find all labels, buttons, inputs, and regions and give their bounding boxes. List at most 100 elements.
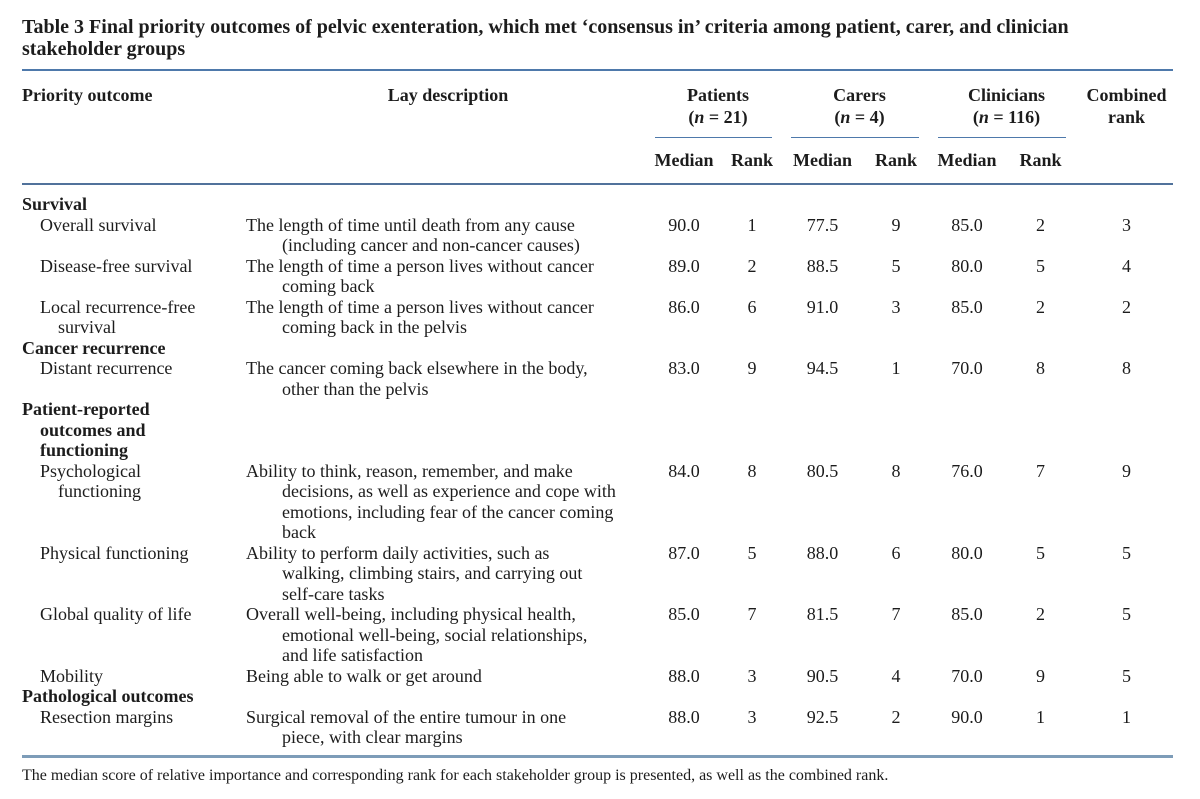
group-n-clinicians: (n = 116) bbox=[933, 106, 1080, 128]
table-header: Priority outcome Lay description Patient… bbox=[22, 70, 1173, 184]
n-value: = 116) bbox=[988, 107, 1041, 127]
description-cell: Ability to think, reason, remember, and … bbox=[246, 460, 616, 543]
table-row: Mobility Being able to walk or get aroun… bbox=[22, 666, 1173, 687]
n-value: = 4) bbox=[850, 107, 885, 127]
n-symbol: n bbox=[840, 107, 851, 127]
table-row: Resection margins Surgical removal of th… bbox=[22, 707, 1173, 757]
outcome-cell: Resection margins bbox=[40, 706, 174, 727]
carers-rank-cell: 4 bbox=[891, 665, 901, 686]
carers-rank-cell: 8 bbox=[891, 460, 901, 481]
group-header-clinicians: Clinicians (n = 116) bbox=[933, 70, 1080, 138]
table-row: Overall survival The length of time unti… bbox=[22, 215, 1173, 256]
group-name-patients: Patients bbox=[687, 85, 749, 105]
carers-rank-cell: 6 bbox=[891, 542, 901, 563]
clinicians-rank-cell: 5 bbox=[1036, 255, 1045, 276]
section-row: Pathological outcomes bbox=[22, 686, 1173, 707]
outcome-cell: Local recurrence-free survival bbox=[40, 296, 196, 338]
description-cell: Overall well-being, including physical h… bbox=[246, 604, 588, 665]
patients-median-cell: 84.0 bbox=[668, 460, 700, 481]
clinicians-rank-cell: 8 bbox=[1036, 358, 1045, 378]
clinicians-median-cell: 76.0 bbox=[951, 460, 983, 481]
outcome-cell: Mobility bbox=[40, 665, 104, 686]
paren: ( bbox=[834, 107, 841, 127]
priority-outcomes-table: Priority outcome Lay description Patient… bbox=[22, 69, 1173, 758]
combined-rank-cell: 9 bbox=[1122, 460, 1131, 481]
carers-rank-cell: 2 bbox=[891, 706, 901, 727]
column-header-combined-rank: Combined rank bbox=[1086, 85, 1167, 127]
section-label: Cancer recurrence bbox=[22, 337, 166, 358]
carers-rank-cell: 3 bbox=[891, 296, 901, 317]
patients-median-cell: 83.0 bbox=[668, 358, 700, 378]
patients-median-cell: 88.0 bbox=[668, 706, 700, 727]
group-header-carers: Carers (n = 4) bbox=[786, 70, 933, 138]
table-row: Physical functioning Ability to perform … bbox=[22, 543, 1173, 605]
group-header-patients: Patients (n = 21) bbox=[650, 70, 786, 138]
table-row: Disease-free survival The length of time… bbox=[22, 256, 1173, 297]
patients-rank-cell: 1 bbox=[747, 214, 757, 235]
patients-median-cell: 90.0 bbox=[668, 214, 700, 235]
combined-rank-cell: 5 bbox=[1122, 604, 1131, 624]
section-row: Survival bbox=[22, 184, 1173, 215]
carers-rank-cell: 7 bbox=[891, 604, 901, 624]
clinicians-rank-cell: 5 bbox=[1036, 542, 1045, 563]
patients-rank-cell: 5 bbox=[747, 542, 757, 563]
combined-rank-cell: 3 bbox=[1122, 214, 1131, 235]
group-n-patients: (n = 21) bbox=[650, 106, 786, 128]
table-row: Distant recurrence The cancer coming bac… bbox=[22, 358, 1173, 399]
patients-median-cell: 87.0 bbox=[668, 542, 700, 563]
subheader-clinicians-rank: Rank bbox=[1019, 150, 1062, 170]
carers-median-cell: 91.0 bbox=[806, 296, 839, 317]
subheader-carers-median: Median bbox=[792, 150, 852, 170]
patients-median-cell: 85.0 bbox=[668, 604, 700, 624]
clinicians-median-cell: 70.0 bbox=[951, 358, 983, 378]
carers-rank-cell: 1 bbox=[891, 358, 901, 378]
outcome-cell: Psychological functioning bbox=[40, 460, 141, 502]
column-header-priority-outcome: Priority outcome bbox=[22, 85, 153, 105]
carers-median-cell: 88.0 bbox=[806, 542, 839, 563]
description-cell: The length of time a person lives withou… bbox=[246, 255, 594, 297]
clinicians-median-cell: 85.0 bbox=[951, 214, 983, 235]
clinicians-median-cell: 80.0 bbox=[951, 255, 983, 276]
clinicians-median-cell: 85.0 bbox=[951, 296, 983, 317]
clinicians-rank-cell: 1 bbox=[1036, 706, 1045, 727]
patients-rank-cell: 8 bbox=[747, 460, 757, 481]
carers-median-cell: 94.5 bbox=[806, 358, 839, 378]
description-cell: Ability to perform daily activities, suc… bbox=[246, 542, 583, 604]
combined-rank-cell: 4 bbox=[1122, 255, 1131, 276]
section-label: Pathological outcomes bbox=[22, 686, 194, 706]
table-row: Global quality of life Overall well-bein… bbox=[22, 604, 1173, 666]
patients-median-cell: 86.0 bbox=[668, 296, 700, 317]
patients-rank-cell: 6 bbox=[747, 296, 757, 317]
paren: ( bbox=[688, 107, 695, 127]
outcome-cell: Distant recurrence bbox=[40, 358, 173, 378]
carers-median-cell: 81.5 bbox=[806, 604, 839, 624]
combined-rank-cell: 1 bbox=[1122, 706, 1131, 727]
section-label: Patient-reported outcomes and functionin… bbox=[22, 399, 150, 460]
combined-rank-cell: 5 bbox=[1122, 665, 1131, 686]
combined-rank-cell: 8 bbox=[1122, 358, 1131, 378]
n-value: = 21) bbox=[704, 107, 748, 127]
subheader-carers-rank: Rank bbox=[874, 150, 918, 170]
description-cell: The length of time until death from any … bbox=[246, 214, 580, 256]
description-cell: Being able to walk or get around bbox=[246, 665, 482, 686]
section-label: Survival bbox=[22, 194, 88, 214]
carers-rank-cell: 9 bbox=[891, 214, 901, 235]
group-underline-carers bbox=[791, 137, 919, 138]
outcome-cell: Physical functioning bbox=[40, 542, 189, 563]
table-footnote: The median score of relative importance … bbox=[22, 766, 889, 784]
clinicians-rank-cell: 7 bbox=[1036, 460, 1045, 481]
table-title: Table 3 Final priority outcomes of pelvi… bbox=[22, 16, 1069, 60]
patients-median-cell: 89.0 bbox=[668, 255, 700, 276]
clinicians-median-cell: 85.0 bbox=[951, 604, 983, 624]
patients-rank-cell: 7 bbox=[747, 604, 757, 624]
combined-rank-cell: 2 bbox=[1122, 296, 1131, 317]
subheader-clinicians-median: Median bbox=[937, 150, 997, 170]
clinicians-median-cell: 90.0 bbox=[951, 706, 983, 727]
n-symbol: n bbox=[978, 107, 989, 127]
table-body: Survival Overall survival The length of … bbox=[22, 184, 1173, 756]
subheader-patients-rank: Rank bbox=[730, 150, 774, 170]
clinicians-median-cell: 70.0 bbox=[951, 665, 983, 686]
patients-rank-cell: 9 bbox=[747, 358, 757, 378]
n-symbol: n bbox=[694, 107, 705, 127]
